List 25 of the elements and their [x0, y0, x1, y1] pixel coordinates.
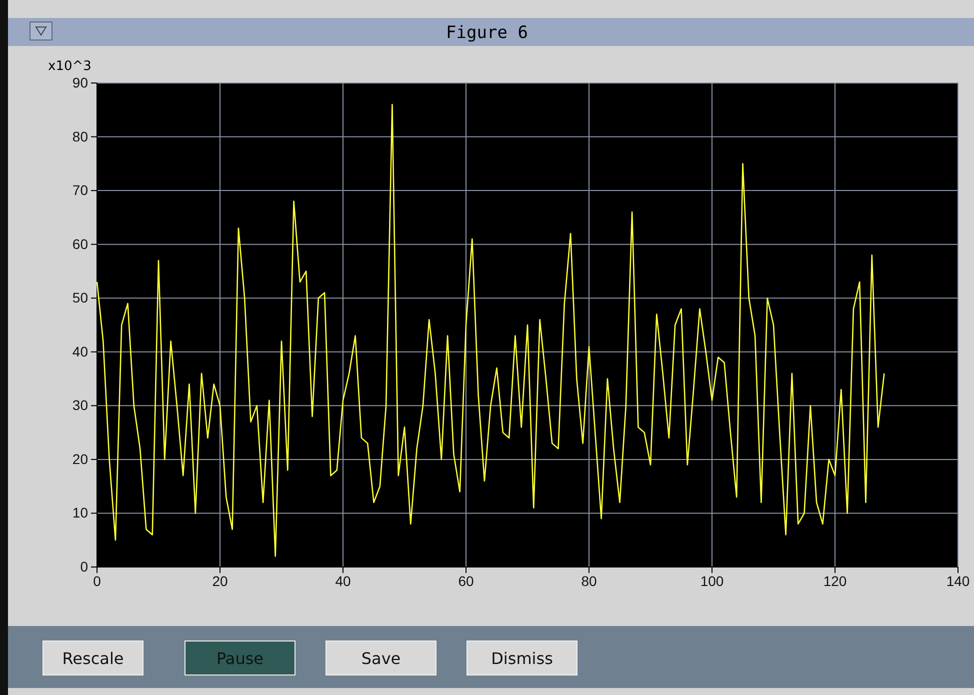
y-tick-label: 10: [72, 504, 88, 521]
text: Pause: [216, 649, 264, 668]
x-tick-label: 60: [458, 572, 474, 589]
x-tick-label: 20: [212, 572, 228, 589]
x-tick-label: 120: [823, 572, 847, 589]
text: Dismiss: [491, 649, 553, 668]
x-tick-label: 0: [93, 572, 102, 589]
y-tick-label: 60: [72, 236, 88, 252]
chart-title: Figure 6: [446, 23, 528, 43]
x-tick-label: 80: [581, 572, 597, 589]
text: Rescale: [62, 649, 124, 668]
y-axis-title: x10^3: [48, 59, 92, 74]
y-tick-label: 0: [80, 558, 88, 574]
y-tick-label: 40: [72, 343, 88, 360]
text: Save: [361, 649, 401, 668]
x-tick-label: 40: [335, 572, 351, 589]
line-series: [96, 104, 885, 557]
y-tick-label: 30: [72, 397, 88, 414]
y-tick-label: 50: [72, 290, 88, 306]
y-tick-label: 80: [72, 128, 88, 144]
x-tick-label: 100: [700, 572, 724, 589]
x-tick-label: 140: [946, 572, 970, 589]
y-tick-label: 90: [72, 74, 88, 90]
y-tick-label: 20: [72, 450, 88, 467]
y-tick-label: 70: [72, 182, 88, 198]
